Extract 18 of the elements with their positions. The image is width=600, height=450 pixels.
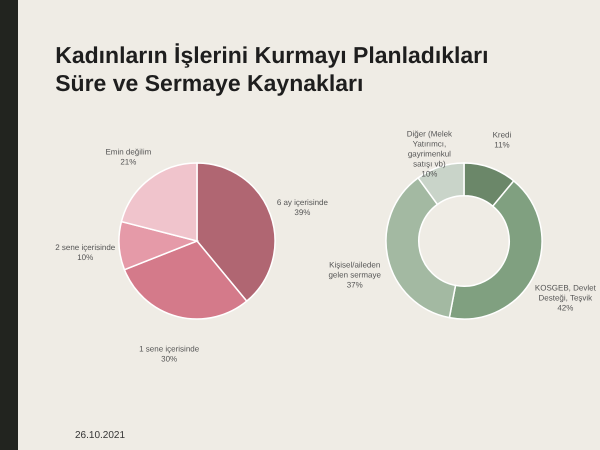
text: 26.10.2021 [75, 430, 126, 441]
slice-label: Diğer (Melek Yatırımcı, gayrimenkul satışı vb) [406, 129, 454, 168]
data-label: 42% [557, 304, 574, 313]
chart-title: Kadınların İşlerini Kurmayı Planladıkları Süre ve Sermaye Kaynakları [55, 42, 489, 96]
slice-label: Kişisel/aileden gelen sermaye [328, 260, 382, 280]
slice-label: Kredi [492, 130, 512, 140]
data-label: 21% [120, 158, 136, 167]
data-label: 30% [161, 354, 178, 364]
data-label: 11% [494, 140, 510, 150]
slice-label: Emin değilim [105, 148, 152, 157]
data-label: 10% [421, 169, 438, 178]
slice-label: 1 sene içerisinde [139, 344, 200, 354]
data-label: 39% [294, 208, 310, 218]
slice-label: 2 sene içerisinde [55, 243, 116, 252]
data-label: 10% [77, 253, 94, 262]
slice-label: 6 ay içerisinde [276, 198, 328, 208]
data-label: 37% [346, 280, 363, 290]
slice-label: KOSGEB, Devlet Desteği, Teşvik [534, 284, 597, 303]
